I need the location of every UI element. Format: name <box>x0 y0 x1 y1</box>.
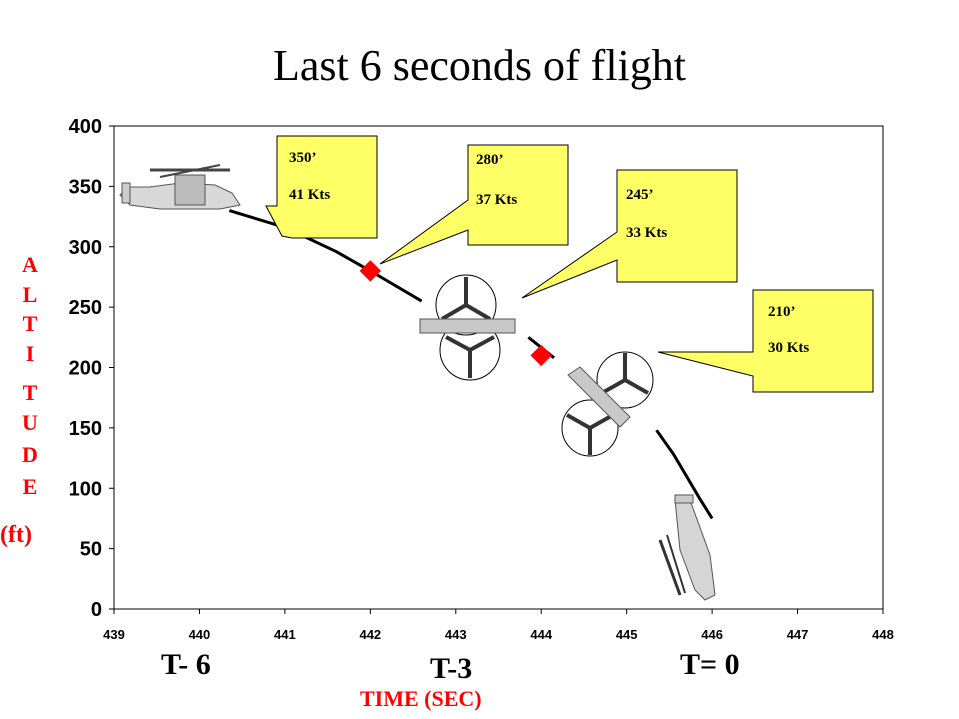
ylabel-letter: L <box>22 282 38 307</box>
ylabel-letter: D <box>22 442 38 467</box>
callout-280-alt: 280’ <box>476 152 504 168</box>
ylabel-letter: T <box>22 311 38 336</box>
y-tick-label: 200 <box>69 358 102 380</box>
callout-245: 245’ 33 Kts <box>521 169 738 299</box>
ylabel-letter: I <box>25 341 35 366</box>
y-tick-label: 0 <box>91 599 102 621</box>
aircraft-conversion-2-icon <box>561 351 654 457</box>
x-tick-label: 440 <box>189 627 211 642</box>
time-label-t3: T-3 <box>430 652 473 685</box>
flight-path-segment <box>228 209 423 303</box>
aircraft-nose-down-icon <box>658 494 716 601</box>
y-tick-label: 400 <box>69 116 102 138</box>
time-label-t6: T- 6 <box>161 648 211 681</box>
y-tick-label: 350 <box>69 176 102 198</box>
ylabel-letter: U <box>22 410 38 435</box>
callout-280-speed: 37 Kts <box>476 192 517 208</box>
x-axis-title: TIME (SEC) <box>360 686 482 711</box>
y-tick-label: 300 <box>69 237 102 259</box>
callout-245-alt: 245’ <box>626 187 654 203</box>
data-point-marker <box>530 344 552 367</box>
y-tick-label: 250 <box>69 297 102 319</box>
x-tick-label: 443 <box>445 627 467 642</box>
aircraft-conversion-1-icon <box>419 274 516 381</box>
ylabel-unit: (ft) <box>0 522 32 548</box>
callout-210-speed: 30 Kts <box>768 340 809 356</box>
ylabel-letter: E <box>22 474 38 499</box>
callout-210-alt: 210’ <box>768 304 796 320</box>
callout-245-speed: 33 Kts <box>626 225 667 241</box>
ylabel-letter: A <box>22 252 38 277</box>
x-tick-label: 446 <box>701 627 723 642</box>
y-tick-label: 100 <box>69 478 102 500</box>
y-tick-label: 150 <box>69 418 102 440</box>
x-tick-label: 447 <box>787 627 809 642</box>
ylabel-letter: T <box>22 380 38 405</box>
markers <box>359 260 552 367</box>
x-tick-label: 441 <box>274 627 296 642</box>
callout-350-alt: 350’ <box>289 150 317 166</box>
aircraft-airplane-mode-icon <box>119 164 241 210</box>
callout-350: 350’ 41 Kts <box>265 135 378 239</box>
callout-350-speed: 41 Kts <box>289 187 330 203</box>
callout-280: 280’ 37 Kts <box>379 144 569 265</box>
data-point-marker <box>359 260 382 282</box>
x-tick-label: 444 <box>530 627 552 642</box>
x-tick-label: 442 <box>359 627 381 642</box>
callout-210: 210’ 30 Kts <box>657 289 874 393</box>
y-tick-label: 50 <box>80 539 102 561</box>
x-axis: 439 440 441 442 443 444 445 446 447 448 <box>103 609 894 642</box>
flight-path-segment <box>655 429 714 520</box>
time-label-t0: T= 0 <box>680 648 740 681</box>
y-axis: 0 50 100 150 200 250 300 350 400 <box>69 116 114 621</box>
x-tick-label: 448 <box>872 627 894 642</box>
x-tick-label: 445 <box>616 627 638 642</box>
x-tick-label: 439 <box>103 627 125 642</box>
chart-title: Last 6 seconds of flight <box>272 41 687 90</box>
